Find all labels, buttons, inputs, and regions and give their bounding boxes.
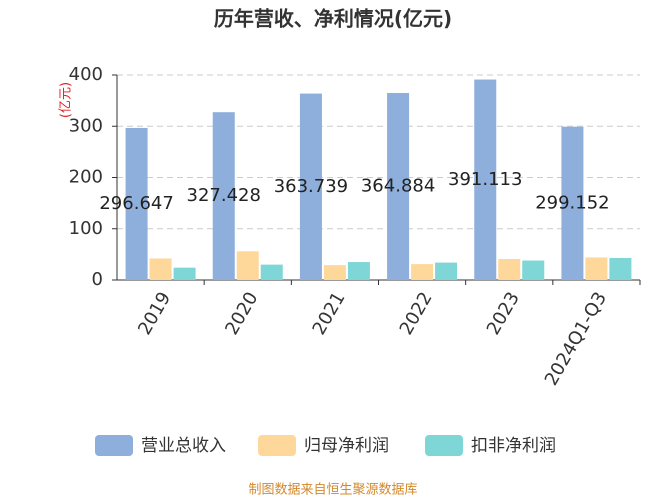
x-tick-label: 2020 [221, 289, 262, 339]
y-tick-label: 0 [92, 269, 103, 290]
bar [299, 93, 322, 280]
legend-label[interactable]: 营业总收入 [141, 436, 226, 456]
y-tick-label: 400 [69, 64, 103, 85]
bar [585, 257, 608, 280]
bar [149, 258, 172, 280]
y-axis-label: (亿元) [59, 82, 74, 118]
y-tick-label: 300 [69, 115, 103, 136]
bar [561, 126, 584, 280]
data-label: 391.113 [448, 169, 522, 190]
bar [347, 262, 370, 280]
bar [522, 260, 545, 280]
footer: 制图数据来自恒生聚源数据库 [248, 482, 417, 498]
bar [212, 112, 235, 281]
bar [498, 258, 521, 280]
bar [323, 265, 346, 280]
bar [411, 264, 434, 280]
y-tick-label: 100 [69, 218, 103, 239]
x-tick-label: 2024Q1-Q3 [541, 289, 611, 390]
x-tick-label: 2023 [483, 289, 524, 339]
data-label: 364.884 [361, 175, 435, 196]
bar [260, 264, 283, 280]
legend-swatch[interactable] [95, 435, 133, 456]
bar [474, 79, 497, 280]
bar [125, 127, 148, 280]
legend-swatch[interactable] [258, 435, 296, 456]
x-tick-label: 2021 [308, 289, 349, 339]
legend-label[interactable]: 归母净利润 [304, 436, 389, 456]
x-tick-label: 2019 [134, 289, 175, 339]
bar [173, 267, 196, 280]
legend-swatch[interactable] [425, 435, 463, 456]
data-label: 296.647 [99, 193, 173, 214]
bar [609, 257, 632, 280]
bar [387, 92, 410, 280]
bar [435, 262, 458, 280]
data-label: 363.739 [274, 176, 348, 197]
data-label: 299.152 [535, 192, 609, 213]
chart-title: 历年营收、净利情况(亿元) [214, 7, 452, 31]
y-tick-label: 200 [69, 167, 103, 188]
legend-label[interactable]: 扣非净利润 [471, 436, 556, 456]
data-label: 327.428 [187, 185, 261, 206]
bar [236, 251, 259, 280]
x-tick-label: 2022 [396, 289, 437, 339]
